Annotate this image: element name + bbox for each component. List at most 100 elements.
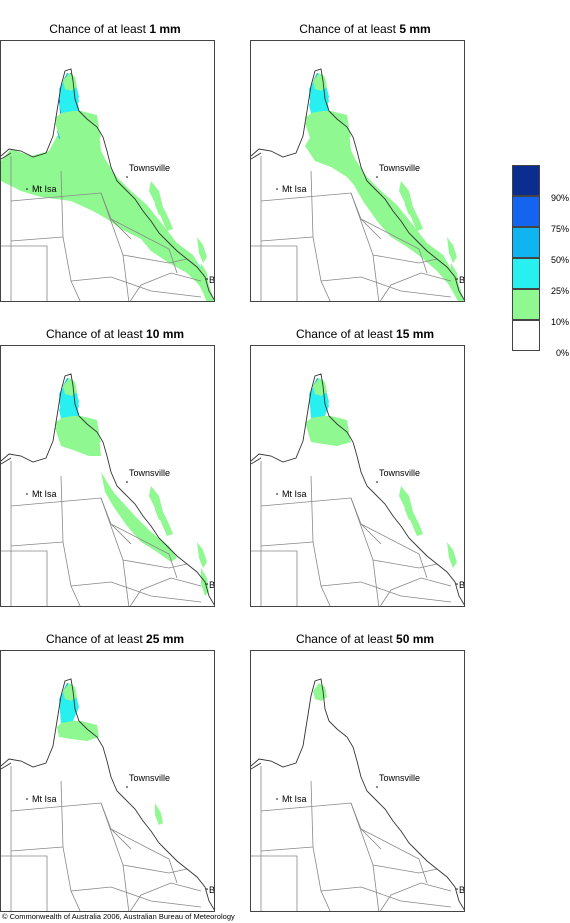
coastline bbox=[1, 373, 214, 606]
probability-zone bbox=[197, 542, 207, 568]
panel-title: Chance of at least 15 mm bbox=[295, 327, 435, 341]
region-border bbox=[122, 559, 188, 569]
town-label-bris: BRIS bbox=[459, 580, 465, 590]
town-dot bbox=[26, 493, 28, 495]
region-border bbox=[129, 272, 202, 301]
legend-swatch bbox=[512, 258, 540, 289]
panel-title: Chance of at least 5 mm bbox=[299, 22, 431, 36]
panel-title: Chance of at least 10 mm bbox=[45, 327, 185, 341]
town-label-townsville: Townsville bbox=[379, 773, 420, 783]
gulf-coast bbox=[1, 457, 12, 465]
gulf-coast bbox=[251, 762, 262, 770]
probability-zone bbox=[313, 73, 327, 91]
probability-zone bbox=[63, 683, 77, 701]
region-border bbox=[70, 886, 202, 908]
town-label-mt-isa: Mt Isa bbox=[32, 794, 57, 804]
town-label-bris: BRIS bbox=[459, 275, 465, 285]
probability-zone bbox=[101, 167, 177, 257]
region-border bbox=[360, 828, 428, 884]
probability-zone bbox=[447, 542, 457, 568]
legend-swatch bbox=[512, 196, 540, 227]
coastline bbox=[1, 68, 214, 301]
legend-swatch bbox=[512, 320, 540, 351]
region-border bbox=[379, 272, 452, 301]
probability-zone bbox=[155, 803, 163, 825]
probability-zone bbox=[197, 237, 207, 263]
region-border bbox=[10, 236, 64, 242]
region-border bbox=[350, 802, 380, 911]
probability-zone bbox=[57, 416, 99, 436]
gulf-coast bbox=[251, 457, 262, 465]
town-label-townsville: Townsville bbox=[129, 468, 170, 478]
probability-zone bbox=[1, 136, 214, 301]
town-dot bbox=[206, 583, 208, 585]
legend-label-0: 0% bbox=[555, 348, 569, 358]
gulf-coast bbox=[1, 152, 12, 160]
town-dot bbox=[276, 798, 278, 800]
probability-zone bbox=[155, 193, 163, 215]
probability-zone bbox=[313, 683, 327, 701]
region-border bbox=[260, 846, 314, 852]
panel-title: Chance of at least 25 mm bbox=[45, 632, 185, 646]
region-border bbox=[110, 523, 178, 579]
region-border bbox=[10, 846, 64, 852]
probability-zone bbox=[405, 193, 413, 215]
region-border bbox=[360, 523, 428, 579]
region-border bbox=[251, 550, 298, 606]
town-dot bbox=[276, 188, 278, 190]
town-label-mt-isa: Mt Isa bbox=[282, 489, 307, 499]
town-label-bris: BRIS bbox=[459, 885, 465, 895]
town-dot bbox=[376, 786, 378, 788]
region-border bbox=[1, 855, 48, 911]
town-label-bris: BRIS bbox=[209, 885, 215, 895]
town-dot bbox=[376, 481, 378, 483]
legend-label-25: 25% bbox=[550, 286, 569, 296]
gulf-coast bbox=[1, 762, 12, 770]
town-label-townsville: Townsville bbox=[379, 163, 420, 173]
region-border bbox=[70, 276, 202, 298]
region-border bbox=[251, 855, 298, 911]
probability-zone bbox=[57, 721, 99, 741]
coastline bbox=[251, 678, 464, 911]
region-border bbox=[260, 802, 382, 850]
region-border bbox=[350, 497, 380, 606]
town-label-bris: BRIS bbox=[209, 275, 215, 285]
region-border bbox=[100, 802, 130, 911]
region-border bbox=[1, 245, 48, 301]
region-border bbox=[60, 475, 81, 606]
region-border bbox=[310, 780, 331, 911]
probability-zone bbox=[155, 498, 163, 520]
region-border bbox=[60, 170, 81, 301]
town-dot bbox=[456, 583, 458, 585]
map-10mm: Townsville Mt Isa BRIS bbox=[0, 345, 215, 607]
town-dot bbox=[456, 278, 458, 280]
panel-title: Chance of at least 1 mm bbox=[49, 22, 181, 36]
probability-zone bbox=[63, 73, 77, 91]
region-border bbox=[70, 581, 202, 603]
probability-zone bbox=[307, 111, 349, 131]
legend-label-10: 10% bbox=[550, 317, 569, 327]
region-border bbox=[360, 218, 428, 274]
coastline bbox=[251, 373, 464, 606]
region-border bbox=[251, 245, 298, 301]
probability-zone bbox=[313, 378, 327, 396]
town-dot bbox=[26, 798, 28, 800]
town-dot bbox=[456, 888, 458, 890]
legend-swatch bbox=[512, 227, 540, 258]
region-border bbox=[110, 218, 178, 274]
region-border bbox=[379, 882, 452, 911]
region-border bbox=[379, 577, 452, 606]
map-15mm: Townsville Mt Isa BRIS bbox=[250, 345, 465, 607]
region-border bbox=[372, 254, 438, 264]
probability-zone bbox=[351, 167, 427, 257]
map-5mm: Townsville Mt Isa BRIS bbox=[250, 40, 465, 302]
town-label-townsville: Townsville bbox=[129, 773, 170, 783]
map-1mm: Townsville Mt Isa BRIS bbox=[0, 40, 215, 302]
town-dot bbox=[126, 786, 128, 788]
region-border bbox=[122, 864, 188, 874]
town-label-mt-isa: Mt Isa bbox=[282, 184, 307, 194]
coastline bbox=[1, 678, 214, 911]
region-border bbox=[10, 802, 132, 850]
region-border bbox=[129, 882, 202, 911]
town-dot bbox=[126, 481, 128, 483]
